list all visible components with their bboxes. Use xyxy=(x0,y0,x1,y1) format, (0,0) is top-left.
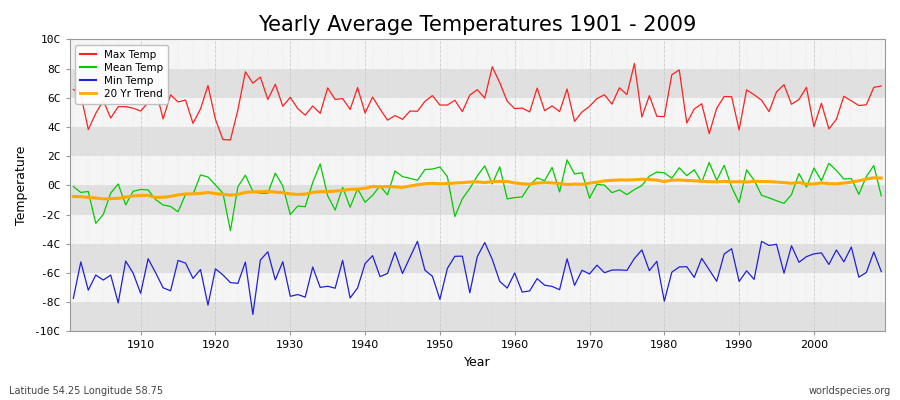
Bar xyxy=(69,127,885,156)
Bar xyxy=(69,302,885,332)
Bar xyxy=(69,68,885,98)
Bar xyxy=(69,273,885,302)
Text: worldspecies.org: worldspecies.org xyxy=(809,386,891,396)
Text: Latitude 54.25 Longitude 58.75: Latitude 54.25 Longitude 58.75 xyxy=(9,386,163,396)
Bar xyxy=(69,39,885,68)
X-axis label: Year: Year xyxy=(464,356,491,369)
Title: Yearly Average Temperatures 1901 - 2009: Yearly Average Temperatures 1901 - 2009 xyxy=(258,15,697,35)
Bar xyxy=(69,185,885,214)
Y-axis label: Temperature: Temperature xyxy=(15,146,28,225)
Legend: Max Temp, Mean Temp, Min Temp, 20 Yr Trend: Max Temp, Mean Temp, Min Temp, 20 Yr Tre… xyxy=(75,44,168,104)
Bar xyxy=(69,156,885,185)
Bar xyxy=(69,98,885,127)
Bar xyxy=(69,214,885,244)
Bar xyxy=(69,244,885,273)
